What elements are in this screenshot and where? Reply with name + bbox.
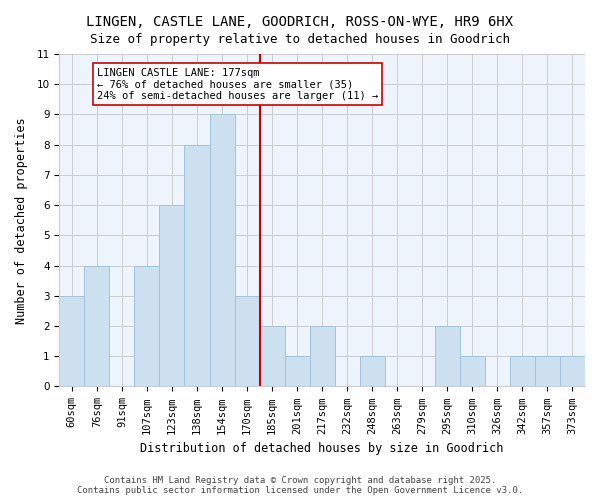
Text: LINGEN, CASTLE LANE, GOODRICH, ROSS-ON-WYE, HR9 6HX: LINGEN, CASTLE LANE, GOODRICH, ROSS-ON-W… [86,15,514,29]
Bar [535,356,560,386]
Bar [560,356,585,386]
Bar [510,356,535,386]
Bar [235,296,260,386]
Text: LINGEN CASTLE LANE: 177sqm
← 76% of detached houses are smaller (35)
24% of semi: LINGEN CASTLE LANE: 177sqm ← 76% of deta… [97,68,378,101]
Bar [134,266,160,386]
Bar [284,356,310,386]
Text: Size of property relative to detached houses in Goodrich: Size of property relative to detached ho… [90,32,510,46]
Bar [184,144,209,386]
Bar [260,326,284,386]
Bar [310,326,335,386]
Bar [360,356,385,386]
Bar [460,356,485,386]
Bar [85,266,109,386]
Text: Contains HM Land Registry data © Crown copyright and database right 2025.
Contai: Contains HM Land Registry data © Crown c… [77,476,523,495]
Bar [209,114,235,386]
X-axis label: Distribution of detached houses by size in Goodrich: Distribution of detached houses by size … [140,442,504,455]
Bar [160,205,184,386]
Bar [59,296,85,386]
Bar [435,326,460,386]
Y-axis label: Number of detached properties: Number of detached properties [15,117,28,324]
